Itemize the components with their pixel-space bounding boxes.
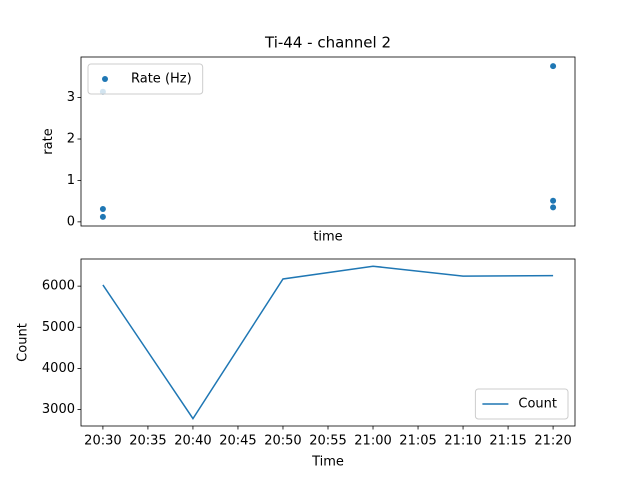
x-tick-label: 20:50 — [264, 434, 301, 449]
legend-frame — [474, 388, 569, 420]
x-tick-label: 21:05 — [399, 434, 436, 449]
legend-label: Rate (Hz) — [131, 72, 192, 87]
x-tick-label: 20:40 — [174, 434, 211, 449]
y-tick-label: 3000 — [42, 402, 75, 417]
y-tick-label: 1 — [67, 173, 75, 188]
plot-frame — [80, 56, 576, 227]
legend: Count — [474, 388, 569, 420]
y-axis-label: rate — [41, 128, 56, 154]
x-tick-label: 21:10 — [444, 434, 481, 449]
y-tick-label: 3 — [67, 90, 75, 105]
x-axis-label: Time — [311, 455, 344, 470]
x-tick-label: 21:20 — [534, 434, 571, 449]
x-tick-label: 20:35 — [129, 434, 166, 449]
x-tick-label: 21:00 — [354, 434, 391, 449]
data-point — [550, 204, 557, 211]
data-point — [550, 63, 557, 70]
chart-title: Ti-44 - channel 2 — [264, 34, 391, 52]
y-tick-label: 5000 — [42, 320, 75, 335]
legend-marker — [102, 76, 108, 82]
y-tick-label: 0 — [67, 214, 75, 229]
x-tick-label: 20:55 — [309, 434, 346, 449]
legend-label: Count — [518, 397, 557, 412]
data-point — [550, 197, 557, 204]
y-tick-label: 4000 — [42, 361, 75, 376]
legend-frame — [87, 63, 204, 95]
x-tick-label: 20:45 — [219, 434, 256, 449]
x-axis-label: time — [313, 230, 342, 245]
data-point — [99, 213, 106, 220]
data-point — [99, 206, 106, 213]
x-tick-label: 20:30 — [84, 434, 121, 449]
data-line — [102, 265, 554, 420]
y-tick-label: 2 — [67, 132, 75, 147]
y-axis-label: Count — [16, 323, 31, 362]
legend: Rate (Hz) — [87, 63, 204, 95]
x-tick-label: 21:15 — [489, 434, 526, 449]
y-tick-label: 6000 — [42, 279, 75, 294]
